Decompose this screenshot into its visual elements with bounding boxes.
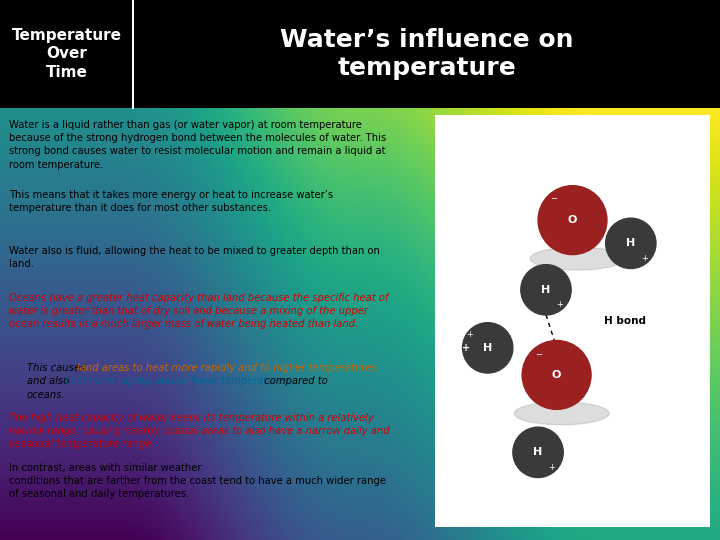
Text: Water also is fluid, allowing the heat to be mixed to greater depth than on
land: Water also is fluid, allowing the heat t… — [9, 246, 380, 269]
Text: H: H — [626, 238, 636, 248]
Text: Water’s influence on
temperature: Water’s influence on temperature — [280, 28, 573, 80]
Circle shape — [521, 265, 571, 315]
Text: H bond: H bond — [604, 316, 647, 326]
Bar — [133, 0, 720, 108]
Text: Oceans have a greater heat capacity than land because the specific heat of
water: Oceans have a greater heat capacity than… — [9, 293, 388, 329]
Text: In contrast, areas with similar weather
conditions that are farther from the coa: In contrast, areas with similar weather … — [9, 463, 386, 500]
Text: and also: and also — [27, 376, 73, 387]
Text: +: + — [467, 329, 474, 339]
Text: This causes: This causes — [27, 363, 89, 373]
Text: +: + — [642, 254, 648, 263]
Ellipse shape — [514, 402, 609, 425]
Text: +: + — [557, 300, 563, 309]
Bar — [0, 0, 133, 108]
Text: cool more rapidly and to lower temperatures,: cool more rapidly and to lower temperatu… — [65, 376, 292, 387]
Text: H: H — [541, 285, 551, 295]
Text: The high heat capacity of water keeps its temperature within a relatively
narrow: The high heat capacity of water keeps it… — [9, 413, 390, 449]
Text: compared to: compared to — [261, 376, 328, 387]
Text: O: O — [552, 370, 562, 380]
Circle shape — [513, 427, 563, 477]
Circle shape — [538, 186, 607, 254]
Bar — [435, 115, 710, 527]
Text: −: − — [550, 194, 557, 203]
Circle shape — [522, 341, 591, 409]
Text: +: + — [462, 343, 470, 353]
Text: Temperature
Over
Time: Temperature Over Time — [12, 28, 122, 80]
Text: land areas to heat more rapidly and to higher temperatures: land areas to heat more rapidly and to h… — [77, 363, 377, 373]
Text: +: + — [549, 463, 555, 472]
Text: oceans.: oceans. — [27, 390, 66, 400]
Text: Water is a liquid rather than gas (or water vapor) at room temperature
because o: Water is a liquid rather than gas (or wa… — [9, 120, 386, 170]
Text: H: H — [534, 447, 543, 457]
Text: −: − — [535, 350, 542, 359]
Circle shape — [606, 218, 656, 268]
Ellipse shape — [530, 247, 625, 270]
Text: O: O — [568, 215, 577, 225]
Text: H: H — [483, 343, 492, 353]
Text: This means that it takes more energy or heat to increase water’s
temperature tha: This means that it takes more energy or … — [9, 190, 333, 213]
Circle shape — [462, 323, 513, 373]
